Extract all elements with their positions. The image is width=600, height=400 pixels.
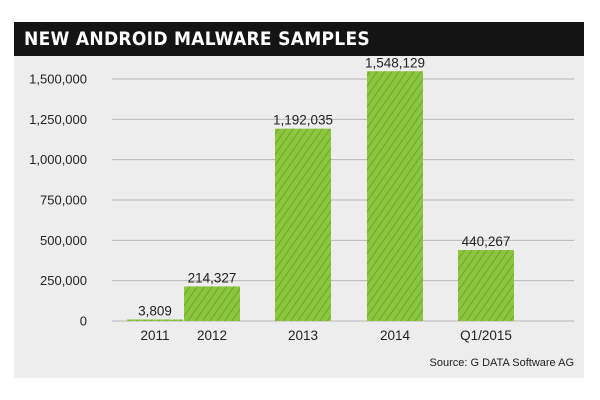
chart-title: NEW ANDROID MALWARE SAMPLES (24, 28, 370, 50)
bar-2013 (275, 128, 331, 321)
data-labels: 3,809 214,327 1,192,035 1,548,129 440,267 (138, 56, 511, 319)
bar-value-label: 1,192,035 (273, 113, 333, 128)
y-tick-label: 0 (80, 314, 87, 329)
y-tick-label: 1,250,000 (29, 112, 87, 127)
chart-panel: 0 250,000 500,000 750,000 1,000,000 1,250,000… (14, 56, 584, 378)
bar-2012 (184, 286, 240, 321)
x-category-label: 2013 (288, 328, 318, 343)
x-category-label: 2012 (197, 328, 227, 343)
x-axis-categories: 2011 2012 2013 2014 Q1/2015 (140, 328, 511, 343)
y-tick-label: 1,500,000 (29, 72, 87, 87)
y-tick-label: 1,000,000 (29, 152, 87, 167)
y-tick-label: 750,000 (40, 193, 87, 208)
y-axis-ticks: 0 250,000 500,000 750,000 1,000,000 1,250,000… (29, 72, 87, 329)
bar-value-label: 1,548,129 (365, 56, 425, 70)
bar-chart: 0 250,000 500,000 750,000 1,000,000 1,250,000… (29, 56, 574, 343)
x-category-label: 2011 (140, 328, 169, 343)
x-category-label: 2014 (380, 328, 411, 343)
chart-title-bar: NEW ANDROID MALWARE SAMPLES (14, 22, 584, 56)
bar-q1-2015 (458, 249, 514, 321)
bar-2011 (127, 319, 183, 321)
bar-2014 (367, 71, 423, 321)
y-tick-label: 500,000 (40, 233, 87, 248)
bar-value-label: 440,267 (462, 234, 511, 249)
bars (127, 71, 514, 321)
y-tick-label: 250,000 (40, 273, 87, 288)
bar-value-label: 214,327 (188, 270, 237, 285)
source-note: Source: G DATA Software AG (429, 357, 574, 369)
bar-value-label: 3,809 (138, 304, 172, 319)
x-category-label: Q1/2015 (460, 328, 512, 343)
grid-lines (112, 78, 574, 322)
